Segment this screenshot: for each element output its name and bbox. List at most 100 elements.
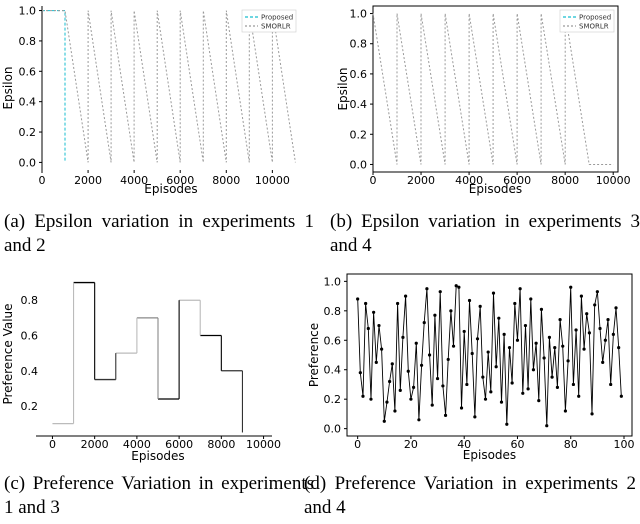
legend-box (241, 9, 297, 33)
preference-point (550, 375, 554, 379)
preference-point (499, 400, 504, 404)
y-tick-label: 0.2 (324, 393, 342, 406)
preference-point (409, 397, 413, 401)
preference-point (470, 351, 474, 356)
x-tick-label: 10000 (596, 174, 631, 187)
preference-point (502, 332, 506, 336)
preference-point (587, 331, 591, 335)
x-axis-label: Episodes (469, 182, 522, 196)
preference-point (358, 371, 362, 375)
y-tick-label: 0.0 (19, 156, 37, 169)
preference-point (446, 357, 450, 362)
preference-point (393, 409, 397, 413)
preference-point (369, 397, 373, 401)
preference-point (529, 297, 533, 301)
preference-point (595, 290, 599, 294)
x-tick-label: 6000 (166, 174, 194, 187)
y-tick-label: 0.4 (324, 364, 342, 377)
y-tick-label: 0.6 (19, 65, 37, 78)
preference-point (433, 313, 437, 317)
y-tick-label: 1.0 (324, 275, 342, 288)
preference-point (561, 344, 565, 348)
x-axis-label: Episodes (144, 182, 197, 196)
x-tick-label: 2000 (81, 438, 109, 451)
y-tick-label: 0.4 (19, 96, 37, 109)
preference-point (478, 304, 482, 308)
preference-point (518, 287, 522, 291)
preference-point (377, 323, 381, 328)
y-tick-label: 0.4 (350, 98, 368, 111)
preference-point (510, 381, 514, 385)
y-tick-label: 0.8 (324, 305, 342, 318)
preference-point (585, 312, 589, 316)
y-tick-label: 0.2 (19, 126, 37, 139)
preference-point (489, 390, 493, 394)
x-axis-label: Episodes (463, 448, 516, 462)
x-tick-label: 80 (564, 438, 578, 451)
x-tick-label: 100 (614, 438, 635, 451)
x-tick-label: 40 (457, 438, 471, 451)
x-tick-label: 10000 (255, 174, 290, 187)
preference-point (475, 337, 480, 341)
preference-point (574, 328, 578, 332)
chart-c-preference-exp-1-3: 0.2 0.4 0.6 0.8 0 2000 4000 6000 8000 10000 Episod… (1, 281, 281, 463)
preference-point (462, 329, 466, 334)
preference-point (388, 379, 392, 384)
caption-d: (d) Preference Variation in experiments … (304, 473, 636, 518)
y-tick-label: 0.8 (350, 38, 368, 51)
y-tick-label: 0.6 (324, 334, 342, 347)
preference-point (507, 346, 512, 350)
preference-point (609, 382, 613, 387)
preference-point (521, 391, 525, 395)
preference-point (505, 422, 509, 426)
plot-frame (346, 273, 633, 437)
x-tick-label: 0 (354, 438, 361, 451)
series-line-smorlr (42, 10, 296, 163)
x-tick-label: 2000 (407, 174, 435, 187)
preference-point (457, 285, 461, 289)
x-tick-label: 60 (510, 438, 524, 451)
preference-point (483, 397, 488, 401)
preference-point (598, 326, 602, 331)
preference-point (577, 394, 581, 398)
preference-point (385, 400, 389, 404)
preference-point (526, 387, 530, 391)
x-tick-label: 2000 (74, 174, 102, 187)
preference-point (411, 385, 416, 389)
preference-point (398, 388, 402, 392)
series-line-smorlr (372, 13, 614, 165)
chart-b-epsilon-exp-3-4: 0.0 0.2 0.4 0.6 0.8 1.0 0 2000 4000 6000 8000 10000… (336, 5, 631, 196)
caption-c: (c) Preference Variation in experiments … (4, 473, 314, 518)
preference-point (569, 285, 573, 289)
legend-label: SMORLR (261, 23, 291, 31)
preference-point (372, 310, 376, 314)
x-tick-label: 6000 (165, 438, 193, 451)
caption-a: (a) Epsilon variation in experiments 1 a… (4, 211, 314, 256)
preference-line (357, 285, 622, 426)
preference-point (617, 346, 621, 350)
preference-point (481, 375, 485, 379)
legend-label: Proposed (579, 14, 611, 22)
x-tick-label: 4000 (455, 174, 483, 187)
preference-point (361, 394, 365, 398)
preference-point (422, 321, 426, 325)
preference-point (566, 359, 570, 363)
preference-point (390, 362, 394, 366)
preference-point (417, 418, 421, 422)
x-tick-label: 0 (370, 174, 377, 187)
preference-point (441, 384, 445, 388)
preference-point (467, 298, 472, 303)
preference-point (593, 303, 597, 307)
preference-point (601, 360, 605, 364)
preference-point (454, 284, 458, 288)
preference-point (534, 341, 538, 345)
preference-point (435, 376, 440, 381)
y-axis-label: Preference Value (1, 303, 15, 404)
caption-b: (b) Epsilon variation in experiments 3 a… (330, 211, 640, 256)
preference-point (539, 307, 544, 311)
y-axis-label: Epsilon (1, 66, 15, 109)
y-tick-label: 0.8 (19, 35, 37, 48)
preference-point (590, 412, 594, 416)
y-axis-label: Preference (307, 323, 321, 387)
